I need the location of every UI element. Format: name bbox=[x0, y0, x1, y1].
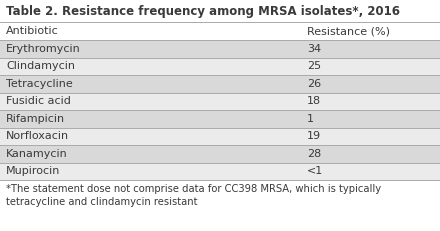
Text: 26: 26 bbox=[307, 79, 321, 89]
Text: Mupirocin: Mupirocin bbox=[6, 166, 60, 176]
Bar bbox=[0, 75, 440, 92]
Text: Fusidic acid: Fusidic acid bbox=[6, 96, 71, 106]
Text: Erythromycin: Erythromycin bbox=[6, 44, 81, 54]
Text: Kanamycin: Kanamycin bbox=[6, 149, 68, 159]
Bar bbox=[0, 162, 440, 180]
Bar bbox=[0, 0, 440, 22]
Text: <1: <1 bbox=[307, 166, 323, 176]
Text: Norfloxacin: Norfloxacin bbox=[6, 131, 69, 141]
Text: Rifampicin: Rifampicin bbox=[6, 114, 65, 124]
Text: 18: 18 bbox=[307, 96, 321, 106]
Bar bbox=[0, 58, 440, 75]
Text: Tetracycline: Tetracycline bbox=[6, 79, 73, 89]
Text: Table 2. Resistance frequency among MRSA isolates*, 2016: Table 2. Resistance frequency among MRSA… bbox=[6, 4, 400, 18]
Text: Clindamycin: Clindamycin bbox=[6, 61, 75, 71]
Text: Antibiotic: Antibiotic bbox=[6, 26, 59, 36]
Text: *The statement dose not comprise data for CC398 MRSA, which is typically
tetracy: *The statement dose not comprise data fo… bbox=[6, 184, 381, 207]
Text: 25: 25 bbox=[307, 61, 321, 71]
Bar bbox=[0, 22, 440, 40]
Bar bbox=[0, 110, 440, 128]
Text: Resistance (%): Resistance (%) bbox=[307, 26, 390, 36]
Bar bbox=[0, 128, 440, 145]
Bar bbox=[0, 180, 440, 231]
Bar bbox=[0, 92, 440, 110]
Bar bbox=[0, 40, 440, 58]
Bar bbox=[0, 145, 440, 162]
Text: 28: 28 bbox=[307, 149, 321, 159]
Text: 19: 19 bbox=[307, 131, 321, 141]
Text: 34: 34 bbox=[307, 44, 321, 54]
Text: 1: 1 bbox=[307, 114, 314, 124]
